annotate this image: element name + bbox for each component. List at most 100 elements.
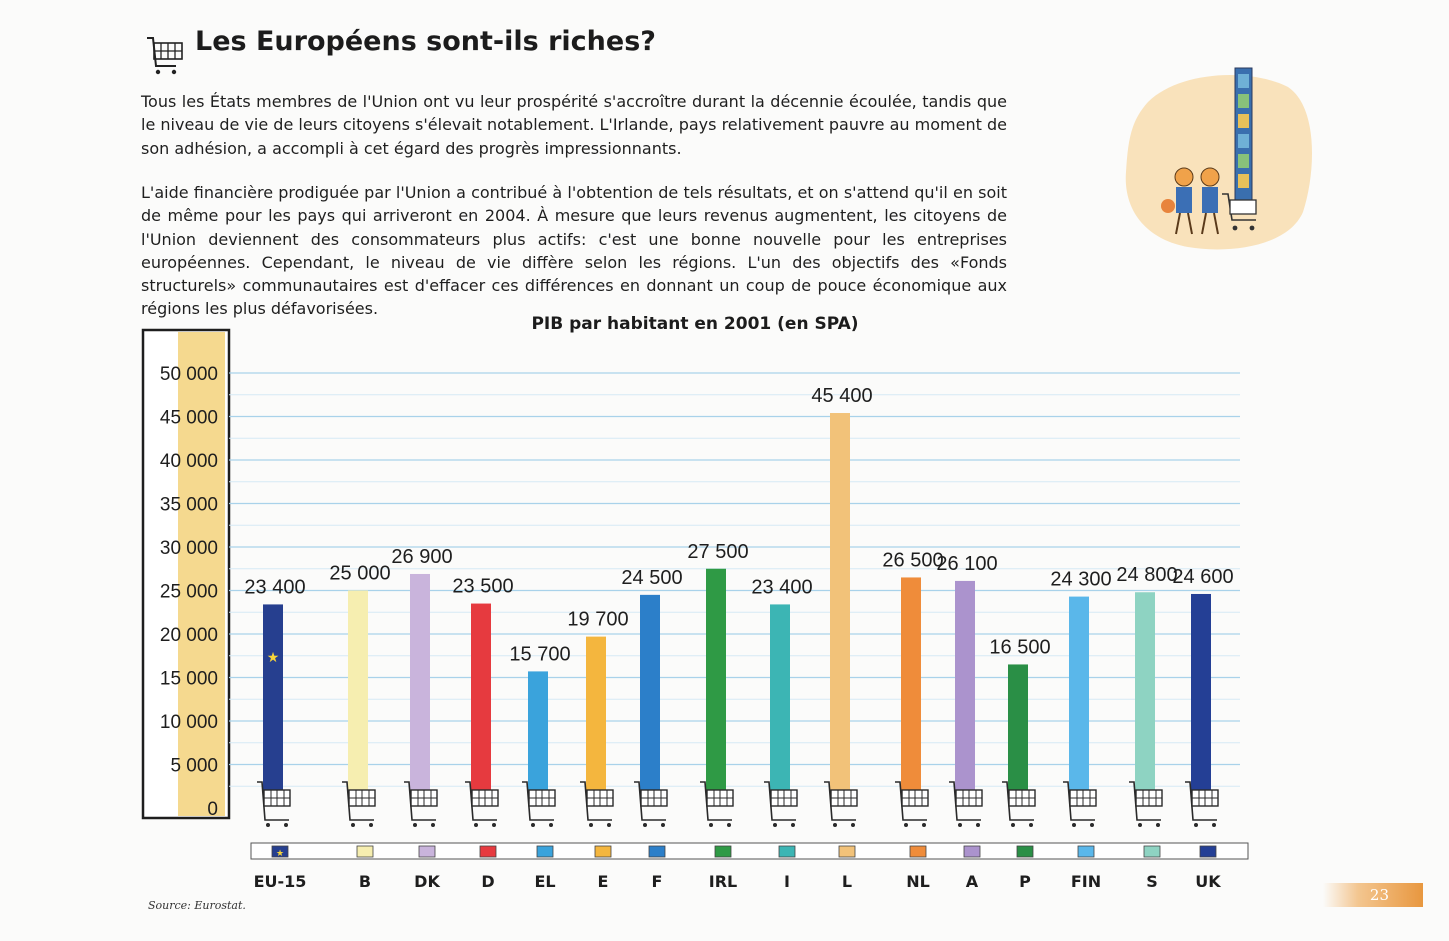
legend-swatch xyxy=(536,845,554,858)
x-tick-label: P xyxy=(1019,872,1031,891)
data-label: 23 400 xyxy=(751,576,812,598)
bar-d xyxy=(471,603,491,790)
x-tick-label: B xyxy=(359,872,371,891)
y-tick-label: 25 000 xyxy=(160,582,218,603)
x-tick-label: FIN xyxy=(1071,872,1101,891)
cart-icon xyxy=(404,781,438,827)
y-tick-label: 5 000 xyxy=(170,756,218,777)
legend-swatch xyxy=(594,845,612,858)
x-tick-label: L xyxy=(842,872,852,891)
bar-dk xyxy=(410,573,430,790)
eu-star-icon: ★ xyxy=(267,650,280,666)
bar-e xyxy=(586,636,606,790)
x-tick-label: NL xyxy=(906,872,930,891)
x-tick-label: F xyxy=(652,872,663,891)
bar-f xyxy=(640,594,660,790)
y-tick-label: 10 000 xyxy=(160,712,218,733)
data-label: 23 400 xyxy=(244,576,305,598)
cart-icon xyxy=(700,781,734,827)
y-tick-label: 15 000 xyxy=(160,669,218,690)
data-label: 26 900 xyxy=(391,546,452,568)
y-tick-label: 45 000 xyxy=(160,408,218,429)
legend-swatch xyxy=(1077,845,1095,858)
page-number: 23 xyxy=(1323,883,1423,907)
data-label: 25 000 xyxy=(329,563,390,585)
cart-icon xyxy=(342,781,376,827)
data-label: 26 500 xyxy=(882,549,943,571)
data-label: 15 700 xyxy=(509,643,570,665)
cart-icon xyxy=(1185,781,1219,827)
bar-l xyxy=(830,413,850,790)
bar-uk xyxy=(1191,593,1211,790)
legend-swatch xyxy=(778,845,796,858)
legend-swatch xyxy=(714,845,732,858)
eu-flag-star-icon: ★ xyxy=(276,849,284,859)
legend-swatch xyxy=(1199,845,1217,858)
cart-icon xyxy=(764,781,798,827)
shopping-cart-icon xyxy=(147,37,183,75)
legend-swatch xyxy=(479,845,497,858)
x-tick-label: EU-15 xyxy=(254,872,307,891)
legend-swatch xyxy=(909,845,927,858)
y-tick-label: 40 000 xyxy=(160,451,218,472)
cart-icon xyxy=(522,781,556,827)
x-tick-label: D xyxy=(481,872,494,891)
legend-swatch xyxy=(356,845,374,858)
data-label: 24 600 xyxy=(1172,566,1233,588)
bar-fin xyxy=(1069,596,1089,790)
cart-icon xyxy=(1002,781,1036,827)
legend-swatch xyxy=(418,845,436,858)
data-label: 24 300 xyxy=(1050,569,1111,591)
page-title: Les Européens sont-ils riches? xyxy=(195,26,656,57)
axis-panel-band xyxy=(178,332,225,816)
x-tick-label: I xyxy=(784,872,790,891)
chart-title: PIB par habitant en 2001 (en SPA) xyxy=(531,314,859,334)
y-tick-label: 30 000 xyxy=(160,538,218,559)
y-tick-label: 35 000 xyxy=(160,495,218,516)
data-label: 27 500 xyxy=(687,541,748,563)
data-label: 26 100 xyxy=(936,553,997,575)
cart-icon xyxy=(580,781,614,827)
x-tick-label: E xyxy=(598,872,609,891)
legend-swatch xyxy=(1016,845,1034,858)
data-label: 16 500 xyxy=(989,636,1050,658)
source-note: Source: Eurostat. xyxy=(148,899,246,912)
cart-icon xyxy=(895,781,929,827)
shoppers-illustration xyxy=(1125,67,1313,250)
bar-b xyxy=(348,590,368,790)
bar-irl xyxy=(706,568,726,790)
cart-icon xyxy=(1063,781,1097,827)
axis-panel-frame xyxy=(141,328,231,820)
legend-swatch xyxy=(1143,845,1161,858)
legend-swatch xyxy=(838,845,856,858)
data-label: 45 400 xyxy=(811,385,872,407)
cart-icon xyxy=(257,781,291,827)
legend-swatch xyxy=(648,845,666,858)
y-tick-label: 0 xyxy=(207,799,218,820)
x-tick-label: EL xyxy=(534,872,555,891)
cart-icon xyxy=(1129,781,1163,827)
cart-icon xyxy=(465,781,499,827)
legend-swatch xyxy=(963,845,981,858)
body-paragraph: L'aide financière prodiguée par l'Union … xyxy=(141,183,1007,319)
bar-a xyxy=(955,580,975,790)
x-tick-label: IRL xyxy=(709,872,737,891)
data-label: 24 800 xyxy=(1116,564,1177,586)
cart-icon xyxy=(634,781,668,827)
bar-eu-15 xyxy=(263,604,283,790)
cart-icon xyxy=(824,781,858,827)
y-tick-label: 50 000 xyxy=(160,364,218,385)
legend-strip xyxy=(250,842,1249,860)
intro-paragraph: Tous les États membres de l'Union ont vu… xyxy=(141,92,1007,158)
y-tick-label: 20 000 xyxy=(160,625,218,646)
data-label: 19 700 xyxy=(567,609,628,631)
data-label: 24 500 xyxy=(621,567,682,589)
bar-i xyxy=(770,604,790,790)
x-tick-label: A xyxy=(966,872,979,891)
x-tick-label: DK xyxy=(414,872,440,891)
bar-el xyxy=(528,671,548,790)
bar-s xyxy=(1135,592,1155,790)
bar-p xyxy=(1008,664,1028,790)
x-tick-label: S xyxy=(1146,872,1158,891)
